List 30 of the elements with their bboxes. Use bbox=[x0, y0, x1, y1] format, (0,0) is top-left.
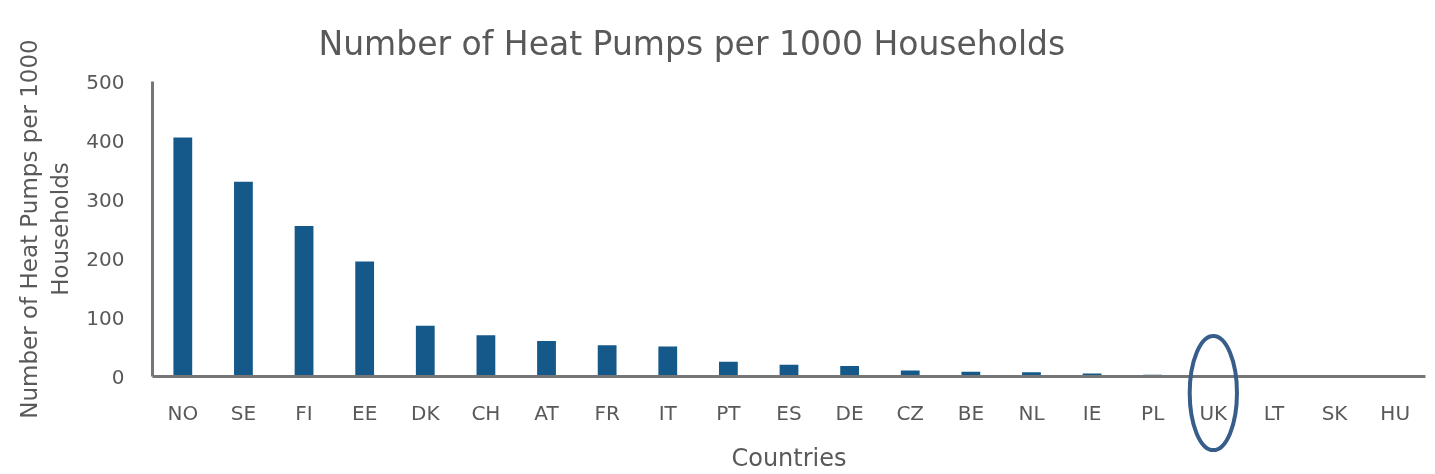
y-tick-label: 500 bbox=[86, 69, 125, 94]
x-tick-label: PL bbox=[1141, 400, 1166, 425]
x-tick-label: SK bbox=[1321, 400, 1349, 425]
y-tick-label: 200 bbox=[86, 246, 125, 271]
x-tick-label: DE bbox=[835, 400, 864, 425]
x-tick-label: BE bbox=[957, 400, 985, 425]
x-tick-label: IT bbox=[658, 400, 678, 425]
x-tick-label: CZ bbox=[896, 400, 925, 425]
x-tick-label: IE bbox=[1082, 400, 1102, 425]
x-tick-label: FI bbox=[295, 400, 313, 425]
chart-title: Number of Heat Pumps per 1000 Households bbox=[318, 23, 1066, 63]
y-tick-label: 300 bbox=[86, 187, 125, 212]
x-tick-label: HU bbox=[1380, 400, 1411, 425]
x-tick-label: ES bbox=[776, 400, 802, 425]
x-tick-label: DK bbox=[411, 400, 441, 425]
x-tick-label: CH bbox=[471, 400, 501, 425]
x-tick-label: NL bbox=[1018, 400, 1046, 425]
y-tick-label: 100 bbox=[86, 305, 125, 330]
x-axis-title: Countries bbox=[731, 443, 847, 472]
x-tick-label: EE bbox=[352, 400, 378, 425]
x-tick-label: NO bbox=[167, 400, 199, 425]
y-tick-label: 400 bbox=[86, 128, 125, 153]
x-tick-label: AT bbox=[534, 400, 560, 425]
x-tick-label: UK bbox=[1199, 400, 1229, 425]
y-tick-label: 0 bbox=[111, 364, 125, 389]
x-tick-label: LT bbox=[1263, 400, 1286, 425]
x-tick-label: PT bbox=[716, 400, 742, 425]
y-axis-title: Number of Heat Pumps per 1000 Households bbox=[16, 39, 74, 419]
x-tick-label: FR bbox=[594, 400, 620, 425]
x-tick-label: SE bbox=[230, 400, 257, 425]
